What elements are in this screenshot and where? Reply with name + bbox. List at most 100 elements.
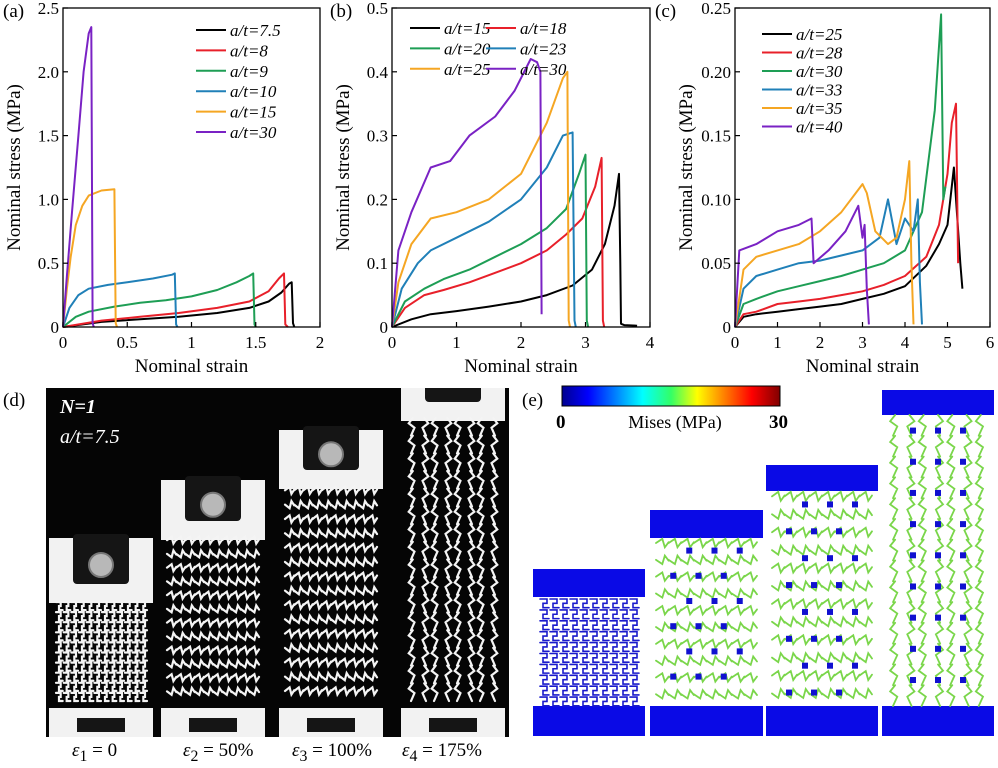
y-tick-label-c-3: 0.15 xyxy=(701,127,731,146)
legend-label-a-4: a/t=15 xyxy=(230,103,276,122)
legend-label-b-3: a/t=23 xyxy=(520,39,566,58)
fea-node xyxy=(960,458,966,465)
fea-node xyxy=(827,608,833,615)
fea-node xyxy=(935,521,941,528)
x-tick-label-c-4: 4 xyxy=(901,333,910,352)
fea-node xyxy=(960,645,966,652)
grip-bottom-3 xyxy=(307,718,355,732)
x-tick-label-b-3: 3 xyxy=(581,333,590,352)
fea-node xyxy=(670,623,677,630)
strain-label-1: ε1 = 0 xyxy=(72,740,118,765)
fea-nodes-2 xyxy=(670,547,743,680)
fea-node xyxy=(811,635,817,642)
charts-group: 0 0.5 1 1.5 2 0 0.5 1.0 1.5 2.0 2.5 Nominal strain N… xyxy=(4,0,994,377)
y-axis-label-a: Nominal stress (MPa) xyxy=(4,84,25,251)
fea-node xyxy=(935,427,941,434)
fea-node xyxy=(736,648,743,655)
fea-node xyxy=(686,547,693,554)
fea-node xyxy=(811,582,817,589)
fea-mesh-4-path xyxy=(888,414,985,707)
panel-e-label: (e) xyxy=(522,390,543,411)
y-tick-label-b-0: 0 xyxy=(380,318,389,337)
photo-panel: N=1 a/t=7.5 xyxy=(46,388,509,737)
series-line-c-0 xyxy=(734,166,964,328)
legend-label-a-5: a/t=30 xyxy=(230,123,277,142)
chart-a: 0 0.5 1 1.5 2 0 0.5 1.0 1.5 2.0 2.5 Nominal strain N… xyxy=(4,0,324,377)
fea-node xyxy=(802,608,808,615)
fea-node xyxy=(811,528,817,535)
series-line-a-4 xyxy=(62,188,118,328)
fea-mesh-4 xyxy=(888,414,985,707)
fea-node xyxy=(910,677,916,684)
fea-node xyxy=(827,662,833,669)
specimen-mesh-3 xyxy=(283,484,379,698)
x-axis-label-c: Nominal strain xyxy=(806,356,920,377)
fea-node xyxy=(786,635,792,642)
fea-plate-top-1 xyxy=(533,569,645,597)
series-line-b-2 xyxy=(391,153,590,328)
fea-node xyxy=(960,552,966,559)
y-tick-label-b-5: 0.5 xyxy=(367,0,388,18)
bolt-2 xyxy=(200,491,226,518)
chart-b: 0 1 2 3 4 0 0.1 0.2 0.3 0.4 0.5 Nominal strain Nomin… xyxy=(333,0,655,377)
fea-node xyxy=(670,673,677,680)
y-tick-label-b-1: 0.1 xyxy=(367,254,388,273)
fea-node xyxy=(852,555,858,562)
series-line-b-0 xyxy=(391,172,638,328)
legend-label-a-3: a/t=10 xyxy=(230,82,277,101)
y-tick-label-c-2: 0.10 xyxy=(701,190,731,209)
y-tick-label-a-4: 2.0 xyxy=(38,63,59,82)
legend-label-c-1: a/t=28 xyxy=(796,44,843,63)
fea-plate-bottom-3 xyxy=(766,706,878,736)
legend-label-a-0: a/t=7.5 xyxy=(230,21,281,40)
series-line-c-4 xyxy=(734,160,915,328)
fea-mesh-1 xyxy=(539,598,640,707)
fea-node xyxy=(960,614,966,621)
y-tick-label-c-5: 0.25 xyxy=(701,0,731,18)
fea-node xyxy=(935,677,941,684)
fea-node xyxy=(910,489,916,496)
legend-label-b-0: a/t=15 xyxy=(444,19,490,38)
panel-c-label: (c) xyxy=(655,1,676,22)
y-axis-label-b: Nominal stress (MPa) xyxy=(333,84,354,251)
fea-plate-top-4 xyxy=(882,390,994,415)
fea-plate-top-2 xyxy=(650,510,763,538)
fea-node xyxy=(910,645,916,652)
specimen-mesh-1 xyxy=(54,600,149,703)
fea-node xyxy=(802,662,808,669)
y-tick-label-b-4: 0.4 xyxy=(367,63,389,82)
legend-label-c-3: a/t=33 xyxy=(796,81,842,100)
bolt-1 xyxy=(88,552,114,578)
mises-colorbar xyxy=(561,385,781,407)
specimen-mesh-3-path xyxy=(283,484,379,698)
y-tick-label-c-4: 0.20 xyxy=(701,63,731,82)
fea-panel: 0 30 Mises (MPa) xyxy=(533,385,994,736)
fea-node xyxy=(811,689,817,696)
fea-node xyxy=(736,598,743,604)
fea-nodes-3 xyxy=(786,501,858,696)
y-tick-label-a-1: 0.5 xyxy=(38,254,59,273)
fea-node xyxy=(910,427,916,434)
colorbar-title: Mises (MPa) xyxy=(628,412,722,433)
fea-node xyxy=(720,673,727,680)
fea-node xyxy=(960,677,966,684)
fea-node xyxy=(935,552,941,559)
y-tick-label-c-0: 0 xyxy=(723,318,732,337)
legend-label-b-5: a/t=30 xyxy=(520,60,567,79)
legend-label-c-5: a/t=40 xyxy=(796,118,843,137)
series-line-a-1 xyxy=(62,272,289,328)
at-label: a/t=7.5 xyxy=(60,426,120,448)
fea-node xyxy=(836,689,842,696)
x-tick-label-b-1: 1 xyxy=(452,333,461,352)
specimen-mesh-4-path xyxy=(407,416,499,703)
x-tick-label-a-3: 1.5 xyxy=(245,333,266,352)
legend-label-a-1: a/t=8 xyxy=(230,41,268,60)
fea-node xyxy=(695,623,702,630)
fea-node xyxy=(711,547,718,554)
y-axis-label-c: Nominal stress (MPa) xyxy=(676,84,697,251)
fea-node xyxy=(935,458,941,465)
grip-bottom-2 xyxy=(189,718,237,732)
fea-node xyxy=(836,635,842,642)
y-tick-label-b-2: 0.2 xyxy=(367,190,388,209)
fea-node xyxy=(720,623,727,630)
